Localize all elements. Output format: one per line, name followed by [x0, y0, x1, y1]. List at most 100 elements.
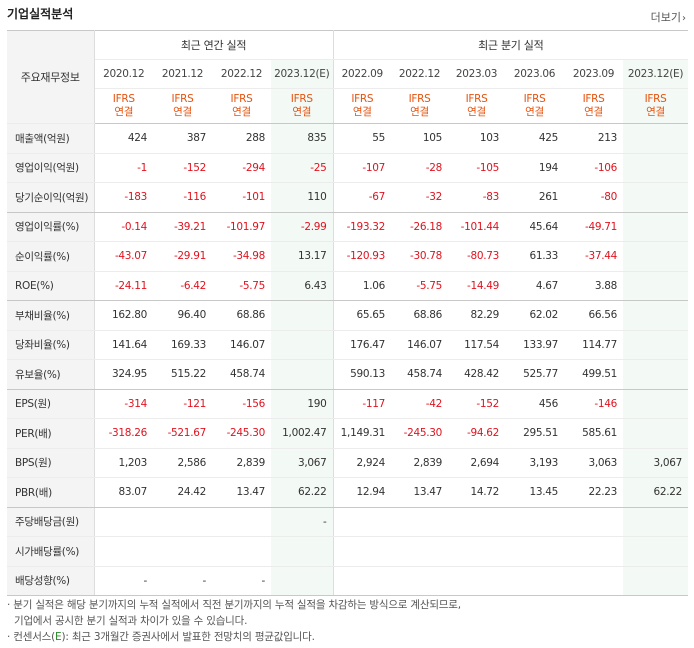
table-row: 당기순이익(억원) -183 -116 -101 110 -67 -32 -83 261 -80	[7, 182, 689, 213]
table-cell: 288	[212, 123, 271, 154]
table-cell: 13.47	[391, 477, 449, 508]
table-cell	[271, 536, 334, 567]
table-cell: 295.51	[505, 418, 565, 449]
table-cell: 110	[271, 182, 334, 213]
table-cell: 585.61	[564, 418, 624, 449]
table-cell: -0.14	[94, 212, 153, 242]
table-cell: 13.45	[505, 477, 565, 508]
table-cell: 162.80	[94, 300, 153, 331]
table-cell: 1,203	[94, 448, 153, 478]
table-cell: 458.74	[212, 359, 271, 390]
table-cell: -152	[153, 153, 212, 183]
table-cell	[332, 507, 392, 537]
table-cell: -29.91	[153, 241, 212, 272]
row-label: 배당성향(%)	[7, 566, 95, 596]
table-cell: -	[94, 566, 153, 596]
row-label: PBR(배)	[7, 477, 95, 508]
table-cell	[153, 507, 212, 537]
table-cell: 2,839	[212, 448, 271, 478]
table-cell: 12.94	[332, 477, 392, 508]
table-cell: -183	[94, 182, 153, 213]
standard-consolidated: 연결	[352, 106, 372, 118]
row-label: 영업이익(억원)	[7, 153, 95, 183]
standard-header: IFRS 연결	[212, 88, 271, 124]
table-cell: 68.86	[212, 300, 271, 331]
table-cell: 387	[153, 123, 212, 154]
more-link[interactable]: 더보기›	[651, 9, 686, 25]
table-cell: 458.74	[391, 359, 449, 390]
table-cell: 1,002.47	[271, 418, 334, 449]
table-cell: 1,149.31	[332, 418, 392, 449]
standard-consolidated: 연결	[584, 106, 603, 118]
standard-consolidated: 연결	[232, 106, 251, 118]
table-cell: 3,067	[271, 448, 334, 478]
table-cell: -121	[153, 389, 212, 419]
table-cell	[505, 507, 565, 537]
table-row: PER(배) -318.26 -521.67 -245.30 1,002.47 1,149…	[7, 418, 689, 449]
table-cell	[623, 389, 689, 419]
standard-consolidated: 연결	[173, 106, 192, 118]
table-cell	[623, 566, 689, 596]
table-cell	[332, 566, 392, 596]
table-cell: -24.11	[94, 271, 153, 301]
table-cell: -193.32	[332, 212, 392, 242]
table-cell: 525.77	[505, 359, 565, 390]
table-cell: -39.21	[153, 212, 212, 242]
table-cell: 22.23	[564, 477, 624, 508]
row-label: 당좌비율(%)	[7, 330, 95, 360]
table-cell: -14.49	[448, 271, 506, 301]
table-cell: 3,193	[505, 448, 565, 478]
table-row: 영업이익률(%) -0.14 -39.21 -101.97 -2.99 -193.32 -2…	[7, 212, 689, 242]
table-cell	[391, 507, 449, 537]
row-label: 시가배당률(%)	[7, 536, 95, 567]
standard-header: IFRS 연결	[623, 88, 689, 124]
table-cell: -120.93	[332, 241, 392, 272]
table-cell	[623, 359, 689, 390]
table-cell: -105	[448, 153, 506, 183]
table-cell: -30.78	[391, 241, 449, 272]
table-cell: 424	[94, 123, 153, 154]
table-row: 매출액(억원) 424 387 288 835 55 105 103 425 213	[7, 123, 689, 154]
table-cell	[448, 566, 506, 596]
standard-ifrs: IFRS	[230, 93, 253, 105]
table-cell: -34.98	[212, 241, 271, 272]
table-cell: 146.07	[391, 330, 449, 360]
period-header: 2023.12(E)	[623, 59, 689, 89]
table-cell: -101.97	[212, 212, 271, 242]
table-cell: 62.22	[623, 477, 689, 508]
table-cell	[564, 566, 624, 596]
table-cell	[623, 212, 689, 242]
table-cell: 13.17	[271, 241, 334, 272]
table-cell	[271, 566, 334, 596]
table-cell	[564, 536, 624, 567]
table-cell: -314	[94, 389, 153, 419]
table-cell: 141.64	[94, 330, 153, 360]
table-cell: 2,839	[391, 448, 449, 478]
standard-header: IFRS 연결	[271, 88, 334, 124]
table-cell: -156	[212, 389, 271, 419]
table-cell	[623, 300, 689, 331]
table-cell: 82.29	[448, 300, 506, 331]
table-cell: -32	[391, 182, 449, 213]
table-cell: -146	[564, 389, 624, 419]
section-title: 기업실적분석	[7, 7, 74, 21]
standard-consolidated: 연결	[646, 106, 665, 118]
table-cell	[448, 507, 506, 537]
row-label: EPS(원)	[7, 389, 95, 419]
table-cell: 835	[271, 123, 334, 154]
quarter-group-header: 최근 분기 실적	[332, 30, 689, 60]
period-header: 2022.12	[391, 59, 449, 89]
table-cell: -37.44	[564, 241, 624, 272]
standard-header: IFRS 연결	[448, 88, 506, 124]
standard-header: IFRS 연결	[505, 88, 565, 124]
table-cell: 169.33	[153, 330, 212, 360]
table-cell	[271, 330, 334, 360]
table-cell: 4.67	[505, 271, 565, 301]
period-header: 2023.12(E)	[271, 59, 334, 89]
table-cell	[391, 566, 449, 596]
table-cell: -42	[391, 389, 449, 419]
table-cell: -80	[564, 182, 624, 213]
standard-ifrs: IFRS	[171, 93, 194, 105]
table-cell	[94, 536, 153, 567]
table-cell	[505, 536, 565, 567]
